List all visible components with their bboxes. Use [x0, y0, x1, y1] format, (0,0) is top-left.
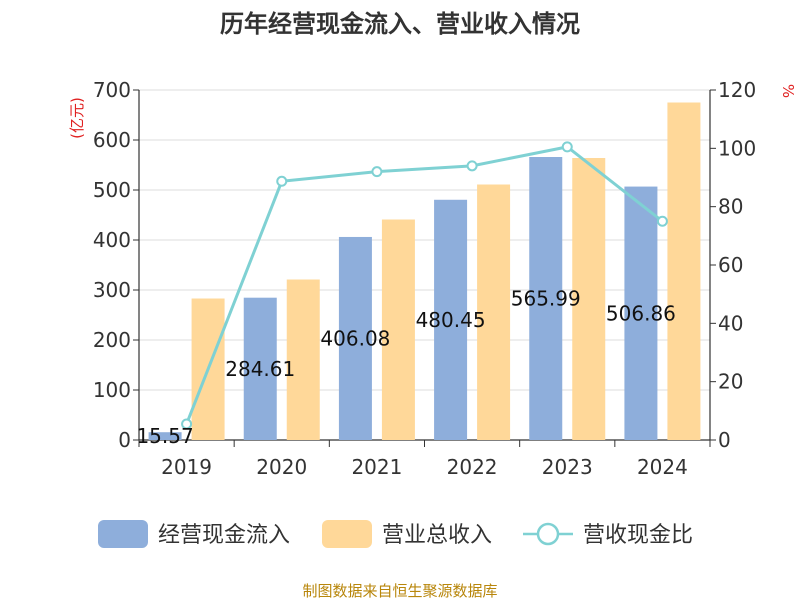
right-tick-label: 0 [718, 428, 731, 452]
axes: 0 100 200 300 400 500 600 700 0 20 40 60 80 100 120 201… [93, 78, 756, 479]
legend-label: 营收现金比 [583, 523, 693, 548]
left-axis-unit: (亿元) [68, 97, 86, 139]
right-tick-label: 40 [718, 311, 743, 335]
cash-inflow-bar [243, 297, 277, 440]
x-tick-label: 2024 [637, 455, 688, 479]
ratio-point [371, 166, 383, 178]
legend-revenue: 营业总收入 [322, 520, 492, 548]
revenue-bar [667, 102, 701, 440]
cash-inflow-bar [338, 236, 372, 440]
left-tick-label: 300 [93, 278, 131, 302]
x-tick-label: 2020 [256, 455, 307, 479]
cash-inflow-bar [148, 432, 182, 440]
legend-label: 经营现金流入 [158, 523, 290, 548]
revenue-bar [477, 184, 511, 440]
x-tick-label: 2021 [351, 455, 402, 479]
cash-inflow-bar [434, 199, 468, 440]
revenue-bar [286, 279, 320, 440]
legend-marker [536, 522, 560, 546]
bars [148, 102, 701, 440]
bar-value-label: 565.99 [511, 287, 581, 311]
left-tick-label: 200 [93, 328, 131, 352]
ratio-point [561, 141, 573, 153]
source-note: 制图数据来自恒生聚源数据库 [302, 582, 497, 600]
x-tick-label: 2023 [542, 455, 593, 479]
revenue-bar [572, 158, 606, 440]
right-tick-label: 20 [718, 370, 743, 394]
bar-value-label: 506.86 [606, 301, 676, 325]
revenue-bar [381, 219, 415, 440]
right-tick-label: 120 [718, 78, 756, 102]
bar-labels: 15.57 284.61 406.08 480.45 565.99 506.86 [136, 287, 675, 449]
left-tick-label: 100 [93, 378, 131, 402]
x-tick-label: 2022 [447, 455, 498, 479]
ratio-point [276, 175, 288, 187]
bar-value-label: 15.57 [136, 424, 193, 448]
right-axis-unit: % [779, 84, 797, 98]
cash-inflow-bar [529, 157, 563, 440]
right-tick-label: 100 [718, 136, 756, 160]
right-tick-label: 60 [718, 253, 743, 277]
left-tick-label: 600 [93, 128, 131, 152]
left-tick-label: 0 [118, 428, 131, 452]
legend-label: 营业总收入 [382, 523, 492, 548]
left-tick-label: 700 [93, 78, 131, 102]
bar-value-label: 480.45 [416, 308, 486, 332]
ratio-line [181, 141, 668, 430]
bar-value-label: 284.61 [225, 357, 295, 381]
grid-lines [139, 89, 710, 441]
ratio-line-path [185, 145, 664, 425]
legend: 经营现金流入 营业总收入 营收现金比 [98, 520, 693, 548]
ratio-point [656, 215, 668, 227]
chart-title: 历年经营现金流入、营业收入情况 [220, 10, 580, 38]
ratio-point [466, 160, 478, 172]
left-tick-label: 500 [93, 178, 131, 202]
cash-inflow-bar [624, 186, 658, 440]
right-tick-label: 80 [718, 195, 743, 219]
legend-ratio: 营收现金比 [523, 522, 693, 548]
legend-swatch [98, 520, 148, 548]
legend-cash-inflow: 经营现金流入 [98, 520, 290, 548]
legend-swatch [322, 520, 372, 548]
left-tick-label: 400 [93, 228, 131, 252]
ratio-point [181, 418, 193, 430]
bar-value-label: 406.08 [320, 326, 390, 350]
x-tick-label: 2019 [161, 455, 212, 479]
